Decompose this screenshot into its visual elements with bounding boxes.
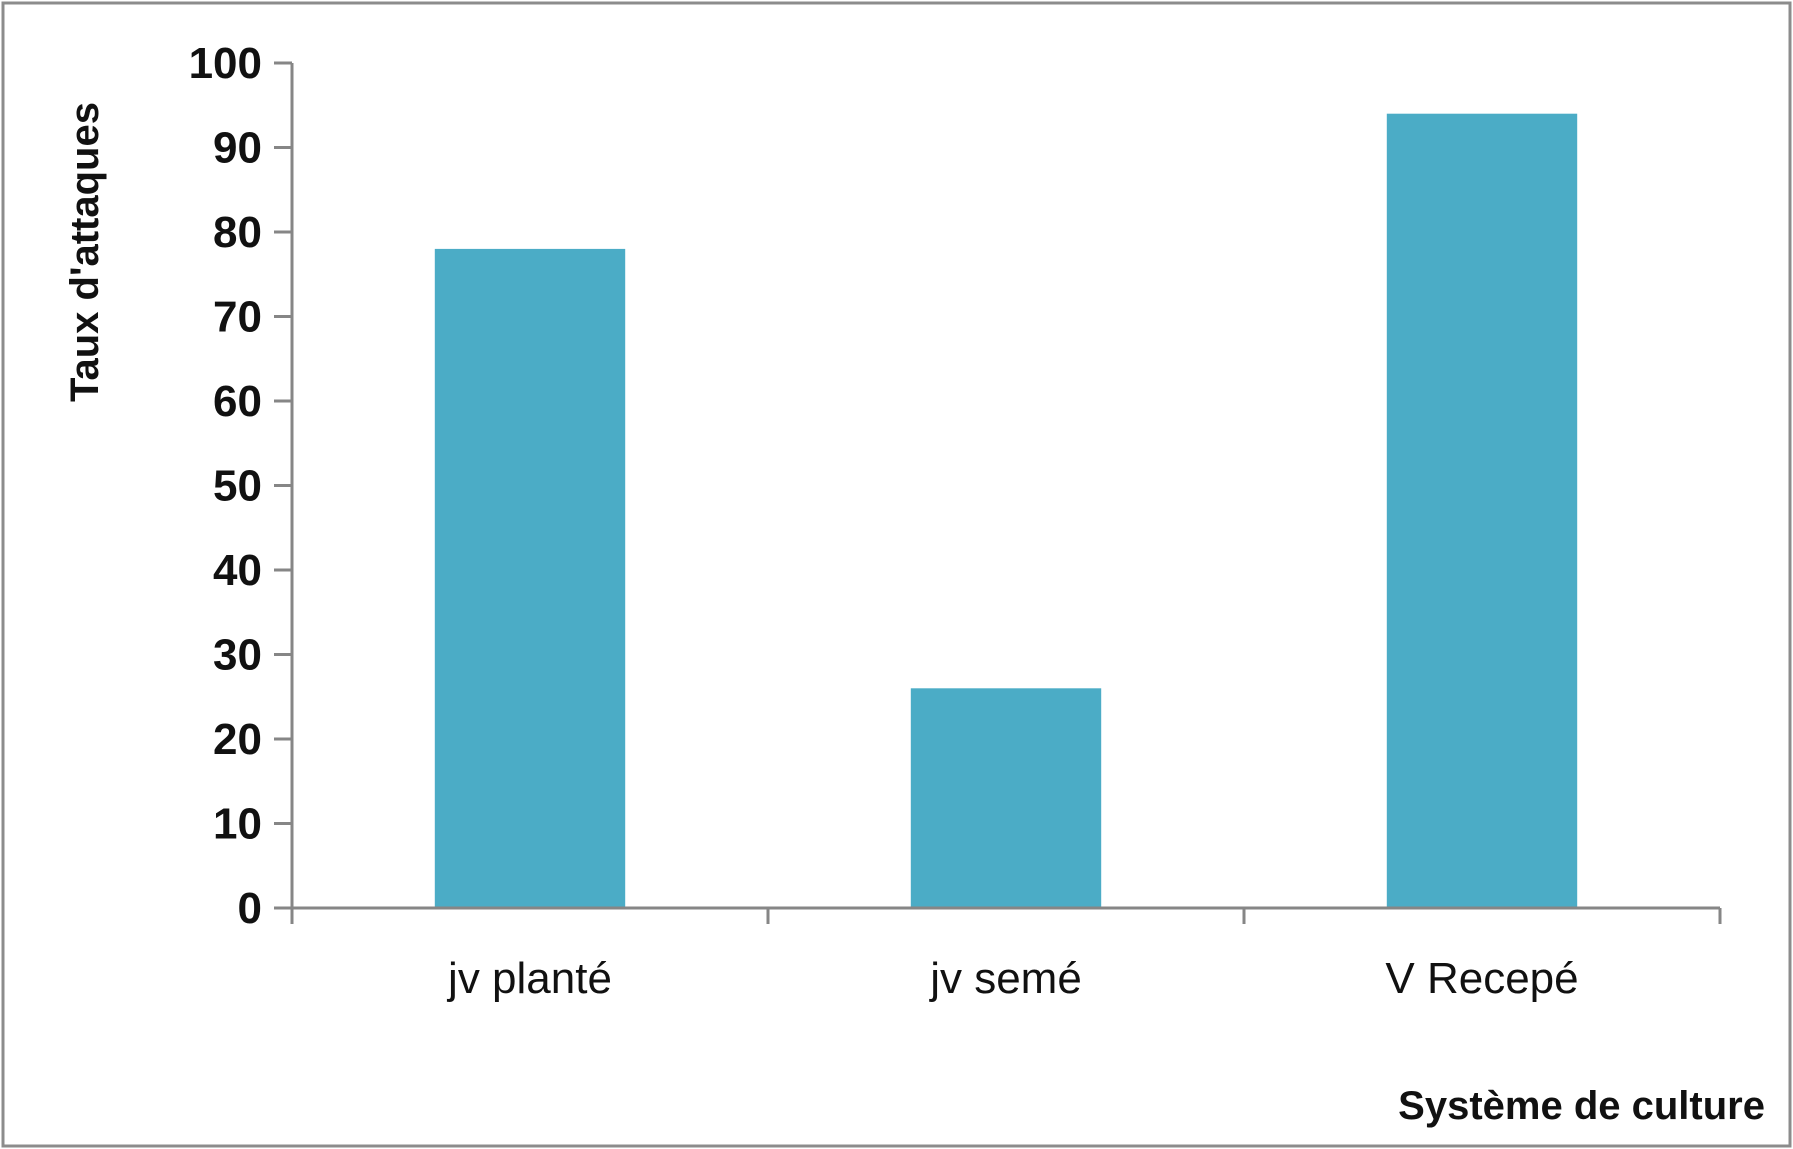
x-category-label: V Recepé	[1385, 954, 1578, 1003]
y-axis-ticks: 0 10 20 30 40 50 60 70 80 90 100	[189, 39, 292, 933]
y-tick-label: 50	[213, 462, 262, 511]
bar	[1386, 113, 1578, 908]
y-tick-label: 30	[213, 631, 262, 680]
bars	[434, 113, 1578, 908]
y-tick-label: 80	[213, 208, 262, 257]
y-tick-label: 100	[189, 39, 262, 88]
y-tick-label: 70	[213, 293, 262, 342]
x-category-label: jv planté	[446, 954, 612, 1003]
y-tick-label: 40	[213, 546, 262, 595]
x-category-label: jv semé	[928, 954, 1082, 1003]
y-tick-label: 20	[213, 715, 262, 764]
y-axis-title: Taux d'attaques	[63, 102, 107, 402]
y-tick-label: 10	[213, 800, 262, 849]
bar	[434, 248, 626, 908]
y-tick-label: 60	[213, 377, 262, 426]
x-axis-title: Système de culture	[1398, 1084, 1765, 1128]
x-axis-ticks: jv planté jv semé V Recepé	[290, 908, 1722, 1003]
bar	[910, 688, 1102, 908]
y-tick-label: 0	[238, 884, 262, 933]
y-tick-label: 90	[213, 124, 262, 173]
